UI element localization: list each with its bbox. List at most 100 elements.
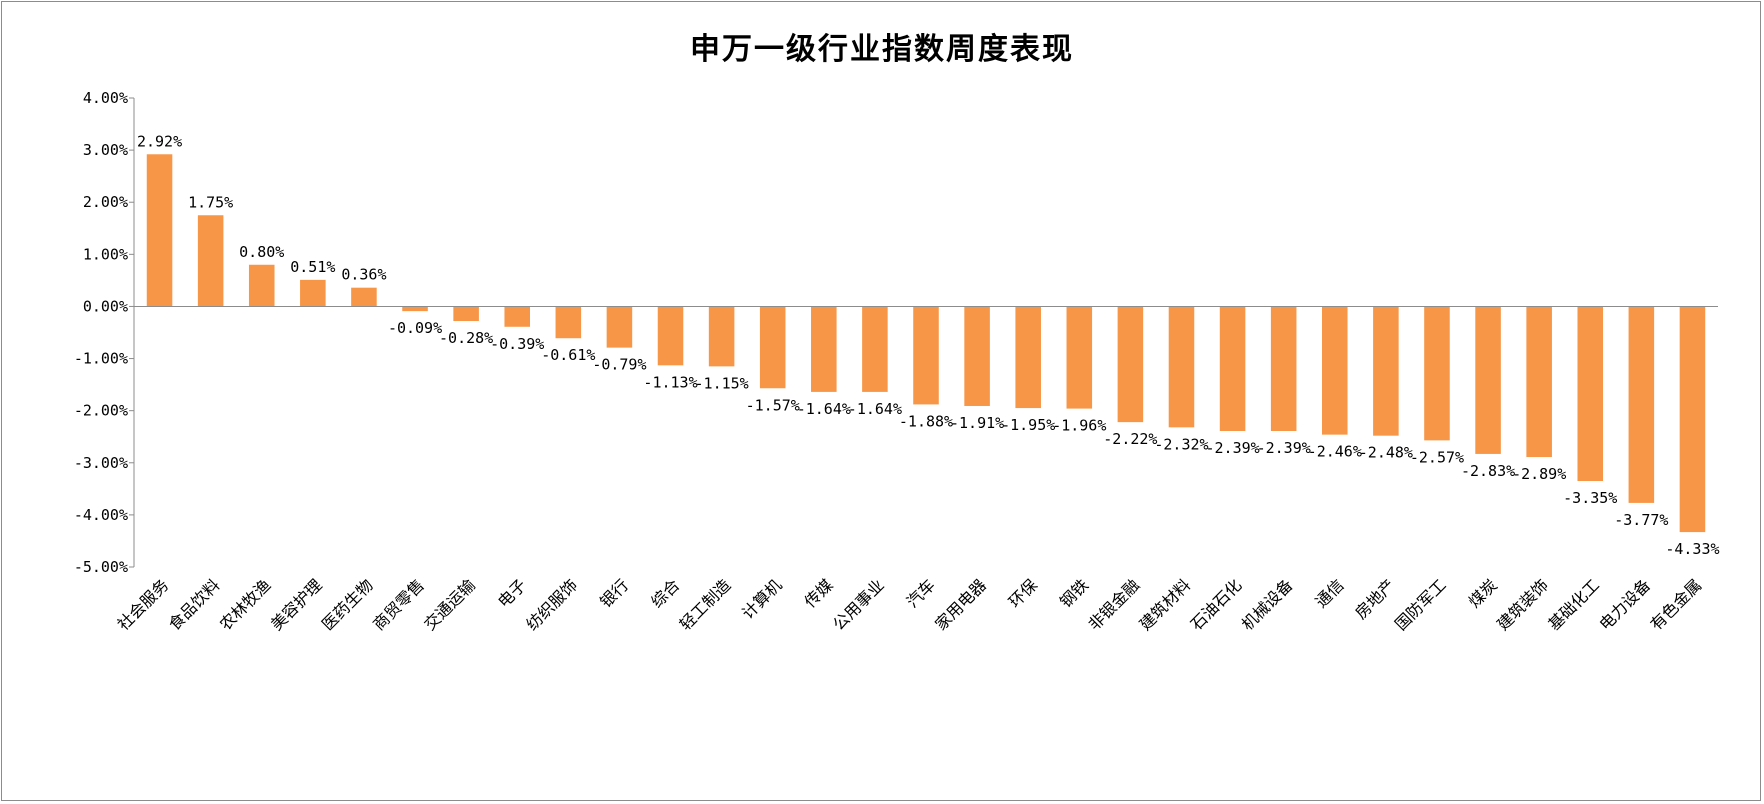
data-label: -2.83% xyxy=(1461,462,1515,480)
category-label: 农林牧渔 xyxy=(216,575,275,634)
data-label: -4.33% xyxy=(1665,540,1719,558)
category-label: 医药生物 xyxy=(318,575,377,634)
y-tick-label: -4.00% xyxy=(74,506,128,524)
category-label: 美容护理 xyxy=(267,575,326,634)
data-label: -1.64% xyxy=(797,400,851,418)
category-label: 电力设备 xyxy=(1595,575,1654,634)
data-label: -3.77% xyxy=(1614,511,1668,529)
bar xyxy=(504,306,530,327)
data-label: -1.13% xyxy=(643,373,697,391)
category-label: 有色金属 xyxy=(1647,575,1706,634)
bar xyxy=(964,306,990,406)
bar xyxy=(1322,306,1348,435)
category-label: 传媒 xyxy=(801,575,837,611)
y-tick-label: 4.00% xyxy=(83,89,128,107)
bar xyxy=(351,287,377,307)
data-label: -1.95% xyxy=(1001,416,1055,434)
category-label: 建筑材料 xyxy=(1136,575,1195,634)
category-label: 银行 xyxy=(596,575,632,611)
category-label: 社会服务 xyxy=(114,575,173,634)
data-label: -3.35% xyxy=(1563,489,1617,507)
category-label: 非银金融 xyxy=(1085,575,1144,634)
bar xyxy=(862,306,888,392)
bar xyxy=(300,279,326,307)
data-label: 1.75% xyxy=(188,193,233,211)
data-label: -0.79% xyxy=(592,356,646,374)
y-tick-label: 3.00% xyxy=(83,141,128,159)
y-tick-label: -1.00% xyxy=(74,350,128,368)
category-label: 钢铁 xyxy=(1056,575,1092,611)
y-tick-label: 2.00% xyxy=(83,193,128,211)
data-label: -2.48% xyxy=(1359,444,1413,462)
category-label: 通信 xyxy=(1312,575,1348,611)
data-label: -2.39% xyxy=(1205,439,1259,457)
bar xyxy=(1219,306,1246,431)
y-tick-label: 1.00% xyxy=(83,245,128,263)
category-label: 基础化工 xyxy=(1544,575,1603,634)
bar xyxy=(1424,306,1450,441)
bar xyxy=(146,154,173,307)
y-tick-label: -2.00% xyxy=(74,402,128,420)
chart-title: 申万一级行业指数周度表现 xyxy=(690,32,1074,67)
category-label: 纺织服饰 xyxy=(522,575,581,634)
category-label: 石油石化 xyxy=(1187,575,1246,634)
category-label: 计算机 xyxy=(738,575,785,622)
data-label: -1.88% xyxy=(899,412,953,430)
category-label: 煤炭 xyxy=(1465,575,1501,611)
bar xyxy=(1373,306,1399,436)
bar xyxy=(657,306,684,366)
data-label: -0.28% xyxy=(439,329,493,347)
category-label: 房地产 xyxy=(1351,575,1398,622)
bar xyxy=(1015,306,1041,409)
data-label: 0.51% xyxy=(290,258,335,276)
bar xyxy=(811,306,837,392)
category-label: 电子 xyxy=(494,575,530,611)
data-label: -1.64% xyxy=(848,400,902,418)
bar xyxy=(1066,306,1093,409)
category-label: 食品饮料 xyxy=(165,575,224,634)
category-label: 机械设备 xyxy=(1238,575,1297,634)
bar xyxy=(759,306,786,389)
bar xyxy=(1270,306,1297,431)
data-label: -0.09% xyxy=(388,319,442,337)
bar xyxy=(555,306,582,339)
bar xyxy=(1526,306,1552,458)
category-label: 轻工制造 xyxy=(676,575,735,634)
data-label: -1.96% xyxy=(1052,417,1106,435)
y-tick-label: 0.00% xyxy=(83,297,128,315)
category-label: 公用事业 xyxy=(829,575,888,634)
data-label: -0.39% xyxy=(490,335,544,353)
y-tick-label: -3.00% xyxy=(74,454,128,472)
bar xyxy=(708,306,735,367)
data-label: -0.61% xyxy=(541,346,595,364)
category-label: 综合 xyxy=(647,575,683,611)
category-label: 交通运输 xyxy=(420,575,479,634)
bar xyxy=(606,306,633,348)
bar xyxy=(1475,306,1501,454)
data-label: -1.91% xyxy=(950,414,1004,432)
bar xyxy=(913,306,939,405)
data-label: -1.15% xyxy=(695,374,749,392)
bar xyxy=(197,215,224,307)
category-label: 建筑装饰 xyxy=(1493,575,1552,634)
data-label: 0.36% xyxy=(341,266,386,284)
category-label: 国防军工 xyxy=(1391,575,1450,634)
bar xyxy=(1628,306,1655,503)
data-label: -2.32% xyxy=(1154,435,1208,453)
data-label: 0.80% xyxy=(239,243,284,261)
y-tick-label: -5.00% xyxy=(74,558,128,576)
data-label: -2.46% xyxy=(1308,443,1362,461)
bar xyxy=(1117,306,1144,423)
data-label: -2.39% xyxy=(1257,439,1311,457)
bar xyxy=(1168,306,1195,428)
bar xyxy=(248,264,275,307)
data-label: -2.22% xyxy=(1103,430,1157,448)
bar xyxy=(402,306,428,312)
bar xyxy=(1679,306,1706,533)
data-label: -1.57% xyxy=(746,396,800,414)
bar xyxy=(1577,306,1604,482)
bar xyxy=(453,306,479,322)
data-label: -2.57% xyxy=(1410,448,1464,466)
